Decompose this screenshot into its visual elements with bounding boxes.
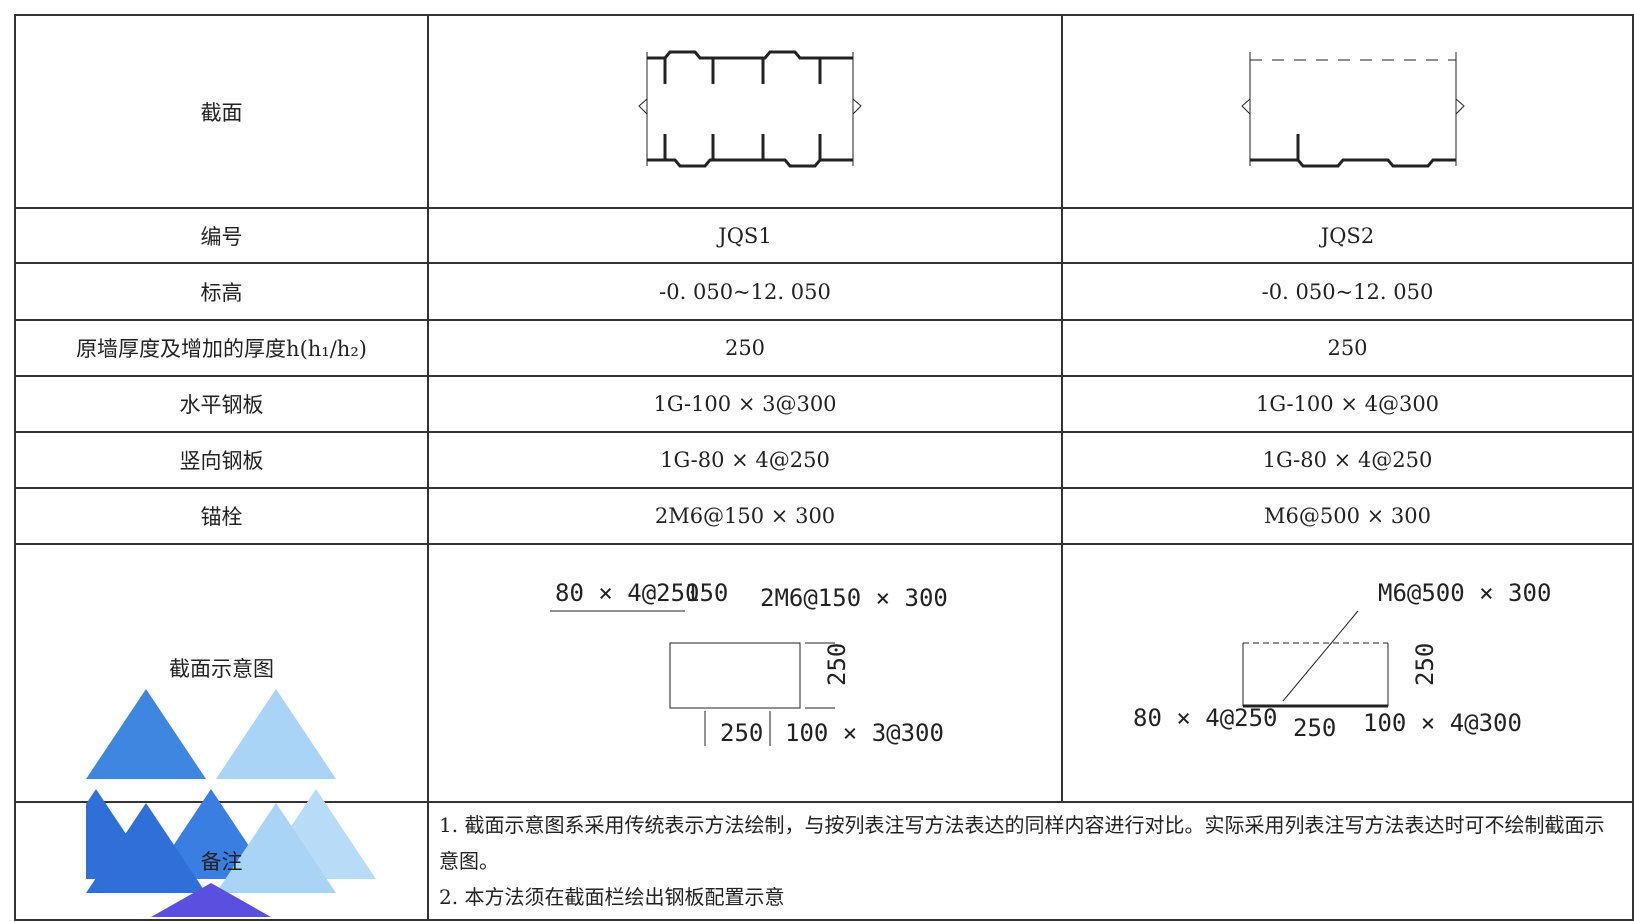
notes: 1. 截面示意图系采用传统表示方法绘制，与按列表注写方法表达的同样内容进行对比。… xyxy=(427,801,1634,921)
cell: 编号 xyxy=(14,207,429,264)
label: 250 xyxy=(720,719,763,747)
diagram-1: 80 × 4@250 150 2M6@150 × 300 250 250 100… xyxy=(550,579,948,747)
cell: 1G-100 × 4@300 xyxy=(1061,375,1634,433)
cell: M6@500 × 300 xyxy=(1061,487,1634,545)
section-drawing xyxy=(1061,14,1634,209)
cell: JQS1 xyxy=(427,207,1063,264)
section-drawing xyxy=(427,14,1063,209)
cell: 截面 xyxy=(14,14,429,209)
cell: 1G-100 × 3@300 xyxy=(427,375,1063,433)
section-2 xyxy=(1240,52,1465,168)
label: 150 xyxy=(685,579,728,607)
cell: 原墙厚度及增加的厚度h(h₁/h₂) xyxy=(14,319,429,377)
label: 250 xyxy=(1411,642,1439,685)
cell: 水平钢板 xyxy=(14,375,429,433)
cell: 锚栓 xyxy=(14,487,429,545)
cell: 竖向钢板 xyxy=(14,431,429,489)
diagram-cell: M6@500 × 300 250 80 × 4@250 250 100 × 4@… xyxy=(1061,543,1634,803)
cell: 标高 xyxy=(14,262,429,321)
note: 1. 截面示意图系采用传统表示方法绘制，与按列表注写方法表达的同样内容进行对比。… xyxy=(439,813,1605,873)
cell: 1G-80 × 4@250 xyxy=(427,431,1063,489)
label: 备注 xyxy=(200,850,243,874)
cell: 1G-80 × 4@250 xyxy=(1061,431,1634,489)
section-1 xyxy=(638,50,862,168)
spec-table: 截面 编号 JQS1 JQS2 标高 -0. 050~12. 050 -0. 050~1… xyxy=(14,14,1634,921)
label: 250 xyxy=(1293,714,1336,742)
diagram-2: M6@500 × 300 250 80 × 4@250 250 100 × 4@… xyxy=(1133,579,1551,742)
note: 2. 本方法须在截面栏绘出钢板配置示意 xyxy=(439,885,785,909)
cell: 250 xyxy=(427,319,1063,377)
cell: -0. 050~12. 050 xyxy=(1061,262,1634,321)
logo xyxy=(86,803,336,917)
cell: 备注 xyxy=(14,801,429,921)
cell: 250 xyxy=(1061,319,1634,377)
cell: 截面示意图 xyxy=(14,543,429,879)
label: 250 xyxy=(823,642,851,685)
cell: 2M6@150 × 300 xyxy=(427,487,1063,545)
label: 80 × 4@250 xyxy=(555,579,700,607)
diagram-cell: 80 × 4@250 150 2M6@150 × 300 250 250 100… xyxy=(427,543,1063,803)
cell: JQS2 xyxy=(1061,207,1634,264)
label: 80 × 4@250 xyxy=(1133,704,1278,732)
label: 100 × 4@300 xyxy=(1363,709,1522,737)
label: 100 × 3@300 xyxy=(785,719,944,747)
label: 2M6@150 × 300 xyxy=(760,584,948,612)
cell: -0. 050~12. 050 xyxy=(427,262,1063,321)
label: 截面示意图 xyxy=(169,657,274,681)
label: M6@500 × 300 xyxy=(1378,579,1551,607)
